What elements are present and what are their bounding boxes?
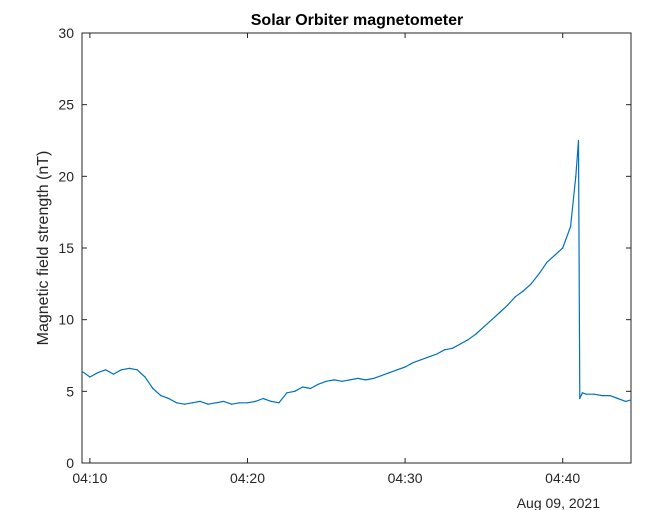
data-point [239, 402, 241, 404]
data-point [514, 296, 517, 298]
data-point [231, 403, 233, 405]
data-point [215, 402, 217, 404]
data-point [168, 397, 170, 400]
data-point [294, 390, 296, 392]
y-tick-label: 10 [58, 312, 74, 328]
data-point [160, 395, 162, 397]
data-point [569, 225, 572, 228]
data-point [609, 395, 611, 397]
data-point [625, 400, 627, 402]
data-point [89, 376, 91, 378]
data-point [81, 370, 83, 372]
data-point [562, 247, 564, 249]
x-tick-label: 04:10 [72, 470, 107, 486]
data-point [333, 379, 335, 381]
data-point [365, 379, 367, 381]
data-point [601, 395, 603, 397]
data-point [585, 393, 587, 395]
data-point [530, 283, 532, 285]
y-tick-label: 15 [58, 240, 74, 256]
data-point [577, 139, 580, 142]
data-point [428, 356, 430, 358]
data-point [617, 397, 619, 400]
data-point [538, 273, 540, 275]
data-point [506, 304, 509, 306]
data-point [152, 387, 154, 390]
data-point [199, 400, 201, 402]
data-point [309, 387, 312, 390]
data-point [554, 254, 556, 256]
data-point [112, 373, 115, 375]
data-point [349, 379, 351, 381]
data-point [499, 311, 501, 314]
data-point [436, 353, 438, 355]
data-point [325, 380, 327, 382]
data-point [546, 261, 548, 263]
data-point [302, 386, 304, 388]
data-point [388, 372, 390, 374]
data-point [357, 377, 359, 380]
data-point [630, 399, 632, 401]
data-point [317, 383, 320, 385]
data-point [581, 392, 584, 394]
data-point [254, 400, 256, 402]
data-point [246, 402, 249, 404]
data-point [105, 369, 107, 371]
data-point [404, 366, 406, 368]
y-tick-label: 5 [66, 383, 74, 399]
data-point [467, 339, 469, 341]
data-point [286, 392, 288, 394]
data-point [593, 393, 595, 395]
data-point [97, 372, 99, 374]
data-point [128, 367, 130, 369]
axis-ticks: 0 5 10 15 20 25 30 04:10 04:20 04:30 04:40 [58, 25, 631, 486]
chart-title: Solar Orbiter magnetometer [251, 12, 464, 29]
data-point [396, 369, 398, 371]
y-tick-label: 30 [58, 25, 74, 41]
x-tick-label: 04:40 [545, 470, 580, 486]
data-point [380, 374, 383, 377]
data-point [459, 343, 461, 345]
data-point [175, 402, 178, 404]
data-point [443, 349, 446, 351]
data-point [522, 290, 524, 292]
data-point [475, 333, 477, 335]
data-point [451, 347, 453, 349]
y-tick-label: 0 [66, 455, 74, 471]
data-point [120, 369, 123, 371]
data-point [412, 362, 414, 364]
data-point [223, 400, 225, 402]
data-point [420, 359, 422, 361]
data-point [191, 402, 193, 404]
data-point [341, 380, 343, 382]
date-label: Aug 09, 2021 [517, 495, 601, 510]
data-point [278, 402, 280, 404]
data-point [579, 397, 581, 400]
data-point [262, 397, 264, 400]
data-point [207, 403, 209, 405]
series-line [81, 139, 632, 405]
data-point [144, 376, 146, 378]
data-point [183, 403, 186, 405]
x-tick-label: 04:30 [388, 470, 423, 486]
data-point [372, 377, 375, 380]
data-point [483, 326, 485, 328]
y-tick-label: 25 [58, 97, 74, 113]
y-tick-label: 20 [58, 168, 74, 184]
y-axis-label: Magnetic field strength (nT) [35, 151, 52, 346]
data-point [491, 319, 493, 321]
data-point [575, 175, 577, 177]
data-point [270, 400, 272, 402]
x-tick-label: 04:20 [230, 470, 265, 486]
data-point [136, 369, 138, 371]
